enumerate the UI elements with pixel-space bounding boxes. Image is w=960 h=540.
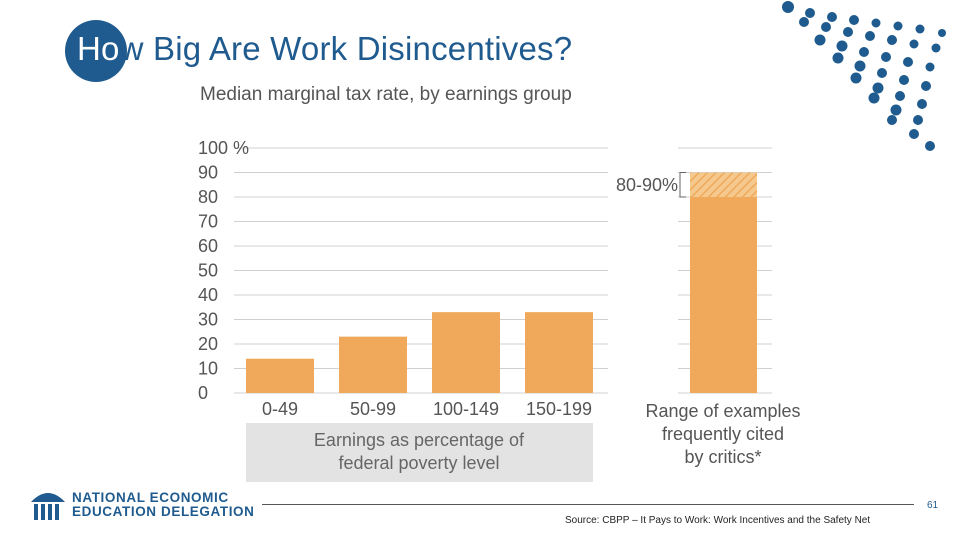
decorative-dot (895, 91, 905, 101)
decorative-dot (814, 34, 826, 46)
decorative-dot (913, 115, 923, 125)
range-bar-label-line1: Range of examples (645, 401, 800, 421)
bar (246, 358, 314, 393)
chart-title: Median marginal tax rate, by earnings gr… (200, 84, 572, 105)
y-tick-label: 10 (198, 359, 218, 379)
x-tick-label: 100-149 (433, 399, 499, 419)
range-bar-base (690, 197, 757, 393)
footer-divider (262, 504, 914, 505)
decorative-dot (890, 104, 902, 116)
decorative-dot (925, 141, 935, 151)
y-tick-label: 80 (198, 187, 218, 207)
bar (339, 336, 407, 393)
decorative-dot (850, 72, 862, 84)
decorative-dot (899, 75, 909, 85)
decorative-dot (893, 21, 903, 31)
decorative-dot (909, 129, 919, 139)
decorative-dot (859, 47, 869, 57)
tax-rate-chart: Median marginal tax rate, by earnings gr… (198, 84, 801, 482)
y-tick-label: 90 (198, 163, 218, 183)
page-title: How Big Are Work Disincentives? (77, 30, 572, 68)
decorative-dot (832, 52, 844, 64)
decorative-dot (877, 68, 887, 78)
range-bar-hatched (690, 172, 757, 197)
x-axis-label-line1: Earnings as percentage of (314, 430, 525, 450)
decorative-dot (887, 35, 897, 45)
title-highlight-text: Ho (77, 30, 120, 67)
decorative-dot (827, 12, 837, 22)
title-rest-text: w Big Are Work Disincentives? (119, 30, 573, 67)
range-bar-label-line2: frequently cited (662, 424, 784, 444)
decorative-dot (843, 27, 853, 37)
page-number: 61 (927, 500, 939, 511)
decorative-dot (938, 29, 946, 37)
decorative-dot (871, 18, 881, 28)
brand-name-line1: NATIONAL ECONOMIC (72, 490, 229, 505)
x-axis-label-box (246, 423, 593, 482)
decorative-dot (799, 17, 809, 27)
decorative-dot (865, 31, 875, 41)
x-tick-label: 150-199 (526, 399, 592, 419)
decorative-dot (921, 81, 931, 91)
decorative-dot (782, 1, 794, 13)
range-label: 80-90% (616, 175, 678, 195)
x-axis-label-line2: federal poverty level (338, 453, 499, 473)
title-circle-decoration (65, 20, 127, 82)
y-tick-label: 0 (198, 383, 208, 403)
bar (525, 312, 593, 393)
decorative-dot (931, 43, 941, 53)
decorative-dot (836, 40, 848, 52)
x-tick-label: 0-49 (262, 399, 298, 419)
y-tick-label: 70 (198, 212, 218, 232)
y-tick-label: 50 (198, 261, 218, 281)
x-tick-label: 50-99 (350, 399, 396, 419)
decorative-dot (887, 115, 897, 125)
y-tick-label: 40 (198, 285, 218, 305)
decorative-dot (917, 99, 927, 109)
decorative-dot-pattern (782, 1, 946, 151)
y-tick-label: 30 (198, 310, 218, 330)
decorative-dot (872, 82, 884, 94)
decorative-dot (915, 24, 925, 34)
bar (432, 312, 500, 393)
y-tick-label: 20 (198, 334, 218, 354)
decorative-dot (903, 57, 913, 67)
brand-name: NATIONAL ECONOMIC EDUCATION DELEGATION (72, 491, 255, 519)
decorative-dot (909, 39, 919, 49)
decorative-dot (849, 15, 859, 25)
brand-logo-icon (31, 493, 65, 520)
source-citation: Source: CBPP – It Pays to Work: Work Inc… (565, 515, 871, 526)
y-tick-label: 100 % (198, 138, 249, 158)
decorative-dot (805, 8, 815, 18)
decorative-dot (868, 92, 880, 104)
range-bracket (679, 172, 686, 198)
decorative-dot (854, 60, 866, 72)
range-bar-label-line3: by critics* (684, 447, 761, 467)
decorative-dot (925, 62, 935, 72)
decorative-dot (881, 52, 891, 62)
decorative-dot (821, 22, 831, 32)
y-tick-label: 60 (198, 236, 218, 256)
brand-name-line2: EDUCATION DELEGATION (72, 504, 255, 519)
